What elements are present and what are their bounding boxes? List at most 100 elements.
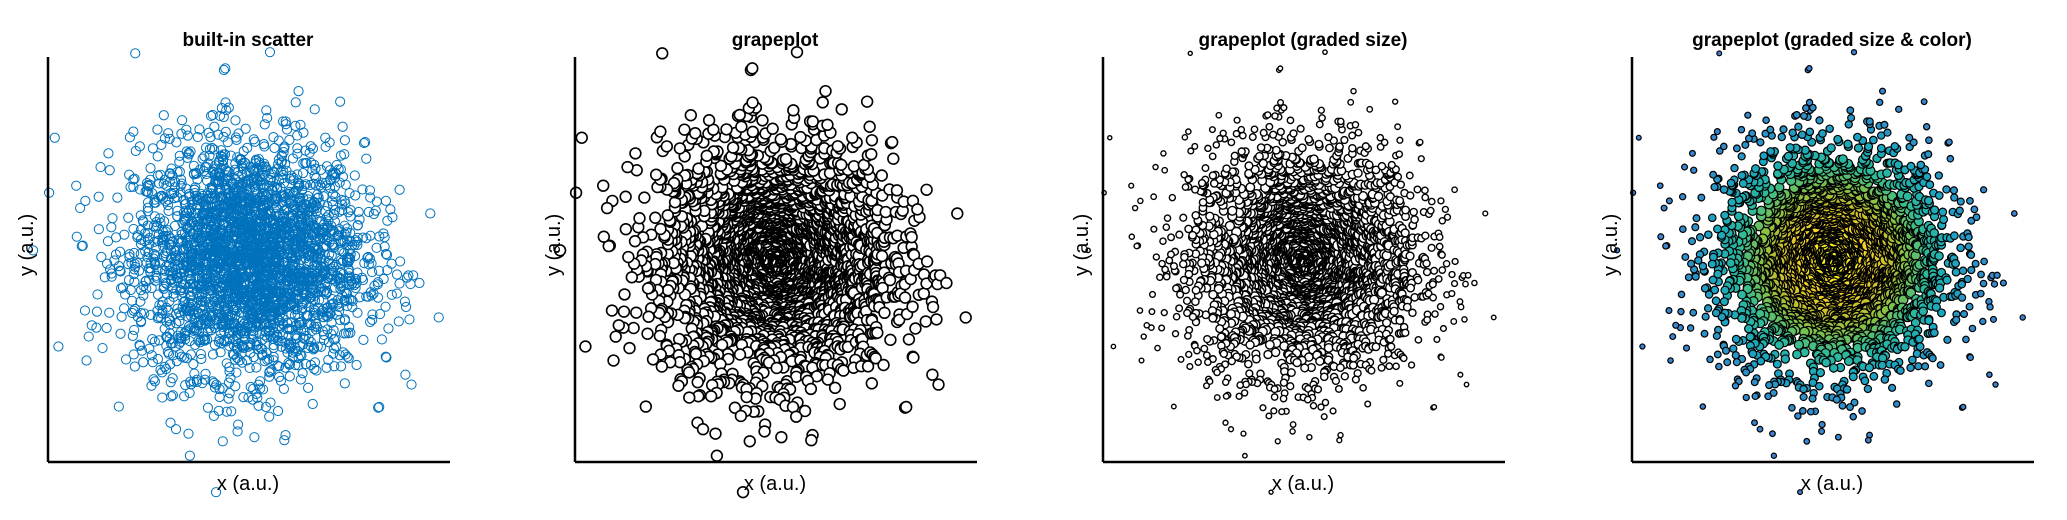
scatter-point <box>167 170 178 181</box>
scatter-point <box>175 310 186 321</box>
scatter-point <box>124 132 135 143</box>
scatter-point <box>138 357 149 368</box>
scatter-point <box>174 332 185 343</box>
scatter-point <box>293 360 304 371</box>
scatter-point <box>115 328 126 339</box>
scatter-point <box>344 322 355 333</box>
scatter-point <box>167 189 178 200</box>
scatter-point <box>293 213 304 224</box>
scatter-point <box>175 326 186 338</box>
scatter-point <box>161 246 172 257</box>
scatter-point <box>267 184 278 195</box>
scatter-point <box>174 338 185 349</box>
scatter-point <box>272 313 283 324</box>
scatter-point <box>216 190 227 202</box>
scatter-point <box>337 121 348 132</box>
scatter-point <box>357 274 369 286</box>
scatter-point <box>334 314 346 326</box>
scatter-point <box>79 305 91 316</box>
scatter-point <box>234 355 245 366</box>
scatter-point <box>174 316 185 327</box>
scatter-point <box>309 159 320 170</box>
scatter-point <box>385 204 396 215</box>
scatter-point <box>186 196 197 207</box>
scatter-point <box>268 340 279 351</box>
scatter-point <box>174 150 185 161</box>
scatter-point <box>307 398 318 410</box>
scatter-point <box>86 320 97 331</box>
scatter-point <box>124 252 135 263</box>
scatter-point <box>184 450 195 461</box>
scatter-point <box>195 348 206 360</box>
scatter-point <box>349 250 361 262</box>
scatter-point <box>142 251 153 263</box>
scatter-point <box>381 352 392 363</box>
scatter-point <box>240 123 251 134</box>
scatter-point <box>341 295 352 306</box>
scatter-point <box>374 308 386 320</box>
scatter-point <box>173 233 184 245</box>
scatter-point <box>220 126 231 137</box>
scatter-point <box>76 240 87 252</box>
scatter-point <box>312 251 324 262</box>
scatter-point <box>261 311 272 322</box>
scatter-point <box>380 195 392 206</box>
scatter-point <box>215 347 226 358</box>
scatter-point <box>352 220 363 231</box>
scatter-point <box>137 215 148 226</box>
scatter-point <box>284 134 295 146</box>
scatter-point <box>321 287 332 298</box>
scatter-point <box>334 177 345 188</box>
y-axis-label: y (a.u.) <box>16 213 38 276</box>
scatter-point <box>325 165 336 176</box>
scatter-point <box>292 143 303 154</box>
scatter-point <box>161 180 172 191</box>
scatter-point <box>192 174 203 185</box>
scatter-point <box>95 161 106 173</box>
scatter-point <box>264 411 275 422</box>
scatter-point <box>360 137 371 148</box>
scatter-point <box>321 362 332 373</box>
scatter-point <box>238 342 250 354</box>
scatter-point <box>198 331 209 342</box>
scatter-point <box>164 168 176 179</box>
scatter-point <box>147 143 158 154</box>
scatter-point <box>378 273 389 285</box>
scatter-point <box>177 291 188 302</box>
scatter-point <box>233 419 244 430</box>
scatter-point <box>224 388 235 399</box>
scatter-point <box>264 371 275 382</box>
scatter-point <box>152 124 163 135</box>
scatter-point <box>71 231 82 242</box>
scatter-point <box>373 402 384 413</box>
scatter-point <box>310 180 322 191</box>
scatter-point <box>146 350 157 361</box>
scatter-point <box>120 354 132 365</box>
scatter-point <box>312 193 323 204</box>
scatter-point <box>244 301 255 312</box>
scatter-point <box>216 319 227 331</box>
scatter-point <box>249 136 261 147</box>
scatter-point <box>391 288 402 299</box>
scatter-point <box>207 376 218 387</box>
scatter-point <box>129 361 140 372</box>
scatter-point <box>248 134 259 145</box>
scatter-point <box>220 318 231 329</box>
scatter-point <box>216 162 227 174</box>
scatter-point <box>296 350 307 361</box>
scatter-point <box>106 222 117 233</box>
scatter-point <box>248 383 259 394</box>
scatter-point <box>321 212 332 223</box>
scatter-point <box>104 307 115 318</box>
scatter-point <box>224 327 236 339</box>
scatter-point <box>225 372 236 384</box>
scatter-point <box>152 313 163 324</box>
scatter-point <box>209 121 220 132</box>
scatter-point <box>175 285 186 296</box>
scatter-point <box>149 236 160 247</box>
scatter-point <box>394 278 405 289</box>
scatter-point <box>175 237 186 248</box>
scatter-point <box>259 119 270 130</box>
scatter-point <box>71 180 82 191</box>
scatter-point <box>370 205 381 216</box>
